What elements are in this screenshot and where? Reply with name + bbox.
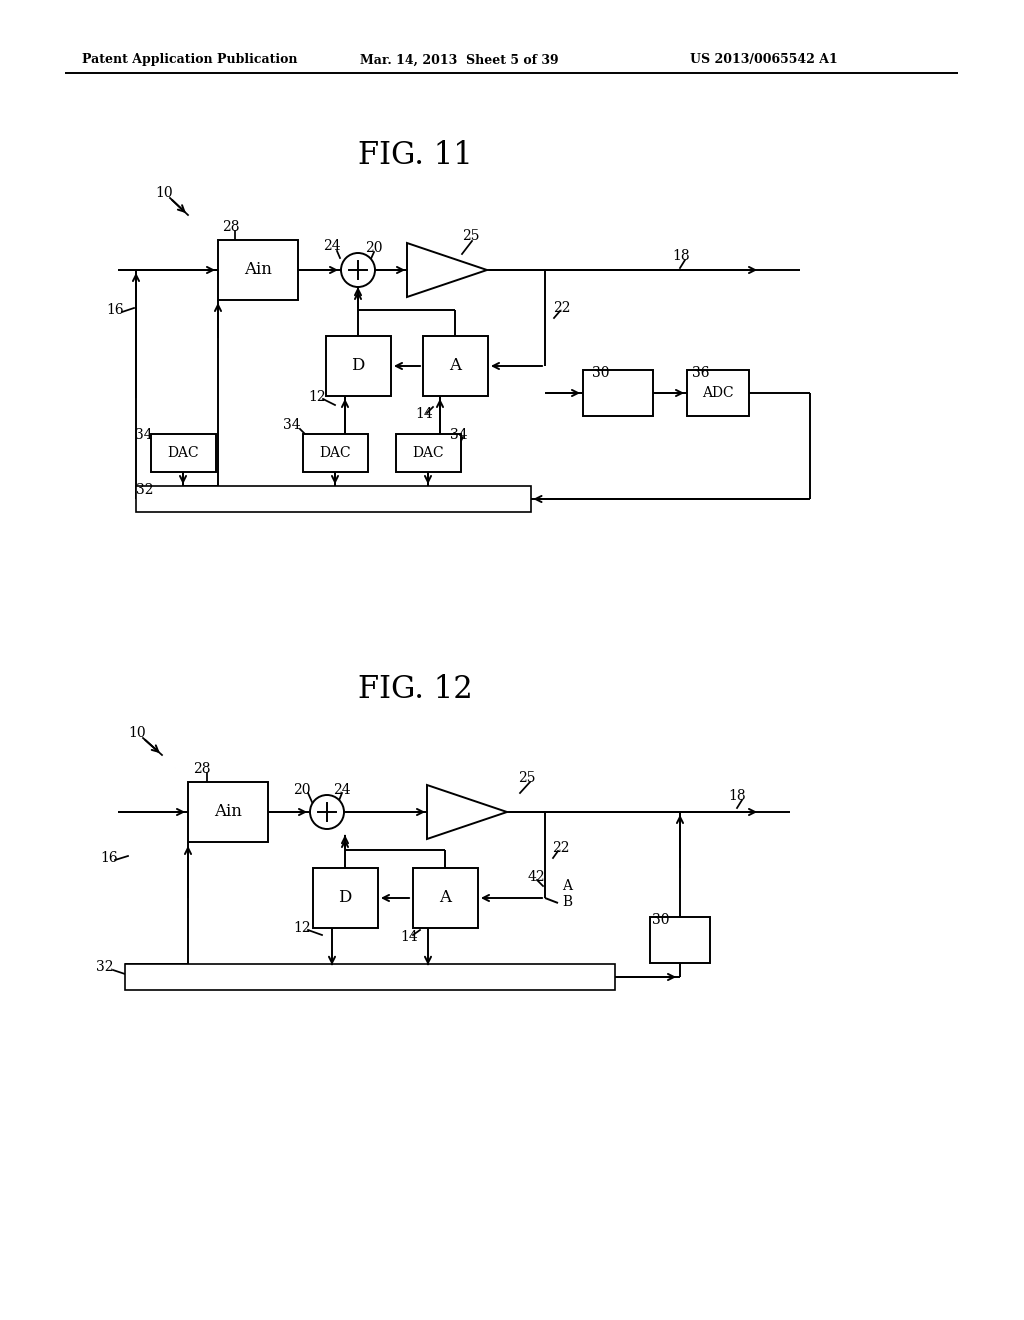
Text: 22: 22 bbox=[553, 301, 570, 315]
Text: 28: 28 bbox=[193, 762, 211, 776]
Text: 42: 42 bbox=[528, 870, 546, 884]
Text: 32: 32 bbox=[96, 960, 114, 974]
Bar bbox=[650, 917, 710, 964]
Text: 34: 34 bbox=[450, 428, 468, 442]
Text: Ain: Ain bbox=[214, 804, 242, 821]
Text: 24: 24 bbox=[323, 239, 341, 253]
Text: D: D bbox=[351, 358, 365, 375]
Text: 10: 10 bbox=[128, 726, 145, 741]
Bar bbox=[125, 964, 615, 990]
Text: B: B bbox=[562, 895, 572, 909]
Text: 36: 36 bbox=[692, 366, 710, 380]
Bar bbox=[326, 337, 390, 396]
Circle shape bbox=[310, 795, 344, 829]
Text: 16: 16 bbox=[100, 851, 118, 865]
Text: DAC: DAC bbox=[167, 446, 199, 459]
Text: Patent Application Publication: Patent Application Publication bbox=[82, 54, 298, 66]
Bar bbox=[302, 434, 368, 473]
Circle shape bbox=[341, 253, 375, 286]
Text: 14: 14 bbox=[415, 407, 433, 421]
Text: 32: 32 bbox=[136, 483, 154, 498]
Text: 20: 20 bbox=[365, 242, 383, 255]
Text: 18: 18 bbox=[728, 789, 745, 803]
Text: Ain: Ain bbox=[244, 261, 272, 279]
Text: A: A bbox=[439, 890, 451, 907]
Polygon shape bbox=[427, 785, 507, 840]
Text: 12: 12 bbox=[293, 921, 310, 935]
Bar bbox=[583, 370, 653, 416]
Text: 20: 20 bbox=[293, 783, 310, 797]
Bar bbox=[413, 869, 477, 928]
Polygon shape bbox=[407, 243, 487, 297]
Text: Mar. 14, 2013  Sheet 5 of 39: Mar. 14, 2013 Sheet 5 of 39 bbox=[360, 54, 559, 66]
Text: FIG. 12: FIG. 12 bbox=[357, 675, 472, 705]
Text: 28: 28 bbox=[222, 220, 240, 234]
Text: A: A bbox=[449, 358, 461, 375]
Text: 25: 25 bbox=[518, 771, 536, 785]
Text: 10: 10 bbox=[155, 186, 173, 201]
Text: ADC: ADC bbox=[702, 385, 734, 400]
Bar bbox=[312, 869, 378, 928]
Text: 16: 16 bbox=[106, 304, 124, 317]
Bar bbox=[395, 434, 461, 473]
Text: 24: 24 bbox=[333, 783, 350, 797]
Text: 18: 18 bbox=[672, 249, 689, 263]
Text: FIG. 11: FIG. 11 bbox=[357, 140, 472, 170]
Text: 22: 22 bbox=[552, 841, 569, 855]
Text: 34: 34 bbox=[283, 418, 301, 432]
Bar bbox=[188, 781, 268, 842]
Text: D: D bbox=[338, 890, 351, 907]
Text: DAC: DAC bbox=[413, 446, 443, 459]
Text: 30: 30 bbox=[592, 366, 609, 380]
Bar bbox=[151, 434, 215, 473]
Bar bbox=[218, 240, 298, 300]
Bar bbox=[135, 486, 530, 512]
Text: 25: 25 bbox=[462, 228, 479, 243]
Text: 30: 30 bbox=[652, 913, 670, 927]
Bar bbox=[687, 370, 749, 416]
Bar bbox=[423, 337, 487, 396]
Text: 12: 12 bbox=[308, 389, 326, 404]
Text: 14: 14 bbox=[400, 931, 418, 944]
Text: DAC: DAC bbox=[319, 446, 351, 459]
Text: A: A bbox=[562, 879, 572, 894]
Text: US 2013/0065542 A1: US 2013/0065542 A1 bbox=[690, 54, 838, 66]
Text: 34: 34 bbox=[135, 428, 153, 442]
